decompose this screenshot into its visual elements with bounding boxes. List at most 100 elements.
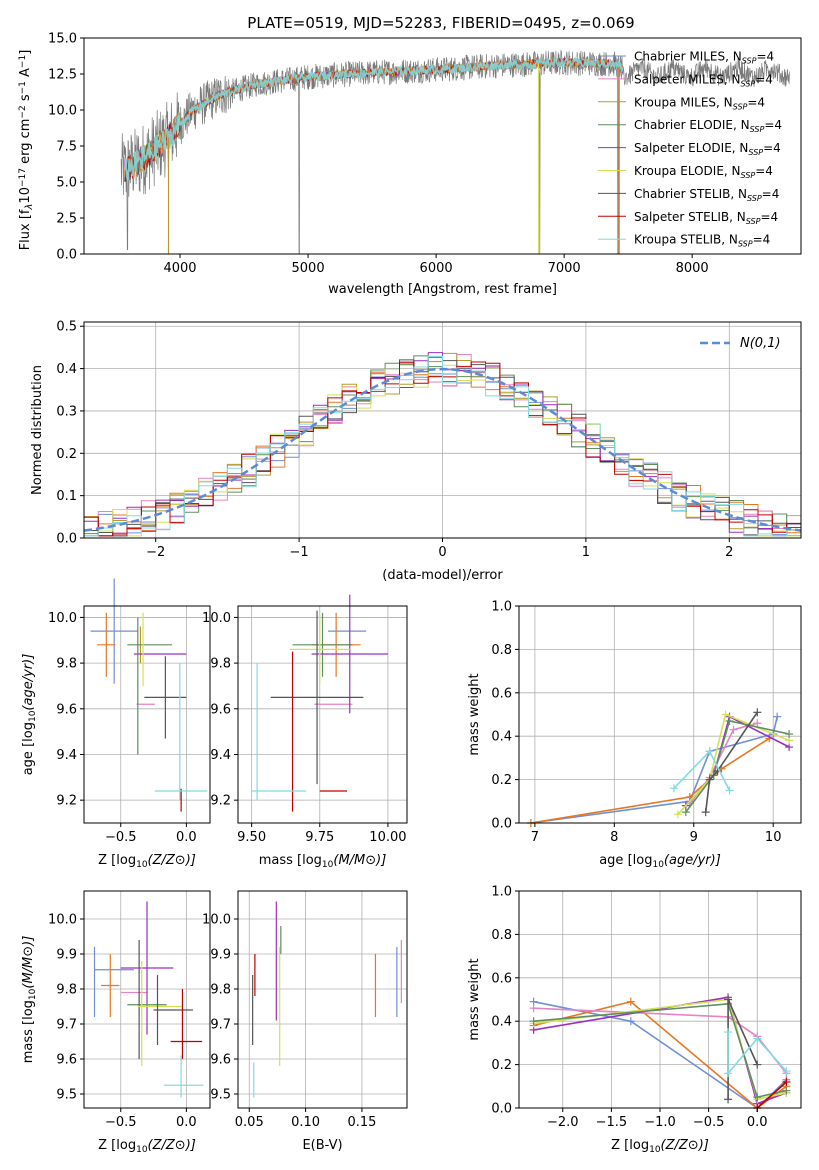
residuals-xlabel: (data-model)/error xyxy=(382,568,503,583)
x-tick-label: −1.0 xyxy=(644,1115,676,1130)
y-tick-label: 1.0 xyxy=(491,885,512,900)
y-tick-label: 15.0 xyxy=(48,32,77,47)
y-tick-label: 7.5 xyxy=(56,140,77,155)
mass-vs-Z-plot: −0.5 0.0 9.5 9.6 9.7 9.8 9.9 10.0 Z [log10(Z/Z⊙)… xyxy=(21,890,211,1155)
y-tick-label: 9.7 xyxy=(56,1018,77,1033)
x-tick-label: −2.0 xyxy=(547,1115,579,1130)
y-tick-label: 0.2 xyxy=(491,773,512,788)
y-tick-label: 9.4 xyxy=(210,748,231,763)
mass-vs-EBV-plot: 0.05 0.10 0.15 9.5 9.6 9.7 9.8 9.9 10.0 E(B-V) xyxy=(202,890,408,1153)
y-tick-label: 9.6 xyxy=(210,1053,231,1068)
spectrum-xlabel: wavelength [Angstrom, rest frame] xyxy=(328,282,557,297)
xlabel: E(B-V) xyxy=(302,1138,342,1153)
x-tick-label: 6000 xyxy=(420,261,453,276)
figure-title: PLATE=0519, MJD=52283, FIBERID=0495, z=0… xyxy=(247,14,634,32)
series-line xyxy=(530,716,778,824)
y-tick-label: 0.1 xyxy=(56,489,77,504)
x-tick-label: 9.50 xyxy=(237,830,266,845)
x-tick-label: −2 xyxy=(146,545,165,560)
y-tick-label: 0.8 xyxy=(491,643,512,658)
x-tick-label: 2 xyxy=(725,545,733,560)
series-line xyxy=(704,711,758,813)
y-tick-label: 0.0 xyxy=(56,248,77,263)
plots-group: 4000 5000 6000 7000 80000.02.55.07.510.012.5… xyxy=(18,32,802,1155)
legend-entry: N(0,1) xyxy=(740,336,781,351)
y-tick-label: 0.2 xyxy=(56,447,77,462)
x-tick-label: 4000 xyxy=(163,261,196,276)
x-tick-label: 9.75 xyxy=(305,830,334,845)
y-tick-label: 0.4 xyxy=(491,1015,512,1030)
y-tick-label: 10.0 xyxy=(48,104,77,119)
x-tick-label: −1.5 xyxy=(596,1115,628,1130)
series-line xyxy=(756,1081,787,1109)
x-tick-label: 10 xyxy=(765,830,782,845)
x-tick-label: 0.0 xyxy=(176,830,197,845)
y-tick-label: 9.2 xyxy=(56,794,77,809)
y-tick-label: 9.9 xyxy=(56,948,77,963)
y-tick-label: 10.0 xyxy=(48,611,77,626)
y-tick-label: 9.6 xyxy=(56,702,77,717)
axes-frame xyxy=(518,605,802,824)
x-tick-label: 0 xyxy=(438,545,446,560)
xlabel: Z [log10(Z/Z⊙)] xyxy=(98,853,196,870)
y-tick-label: 9.8 xyxy=(56,983,77,998)
y-tick-label: 9.5 xyxy=(56,1088,77,1103)
series-line xyxy=(530,737,770,824)
legend-entry: Kroupa STELIB, NSSP=4 xyxy=(634,233,770,249)
y-tick-label: 9.5 xyxy=(210,1088,231,1103)
x-tick-label: 1 xyxy=(582,545,590,560)
axes-frame xyxy=(237,890,408,1109)
x-tick-label: −0.5 xyxy=(693,1115,725,1130)
y-tick-label: 9.7 xyxy=(210,1018,231,1033)
x-tick-label: 5000 xyxy=(292,261,325,276)
y-tick-label: 0.0 xyxy=(491,817,512,832)
y-tick-label: 9.6 xyxy=(210,702,231,717)
xlabel: age [log10(age/yr)] xyxy=(599,853,721,870)
axes-frame xyxy=(83,605,211,824)
x-tick-label: 9 xyxy=(690,830,698,845)
age-vs-mass-plot: 9.50 9.75 10.00 9.2 9.4 9.6 9.8 10.0 mass [log10… xyxy=(202,594,408,870)
x-tick-label: 0.10 xyxy=(291,1115,320,1130)
ylabel: mass weight xyxy=(467,673,482,755)
series-line xyxy=(533,1002,787,1099)
legend-entry: Salpeter ELODIE, NSSP=4 xyxy=(634,141,781,157)
y-tick-label: 12.5 xyxy=(48,68,77,83)
x-tick-label: 8000 xyxy=(676,261,709,276)
y-tick-label: 0.5 xyxy=(56,320,77,335)
y-tick-label: 9.2 xyxy=(210,794,231,809)
weight-vs-age-plot: 7 8 9 10 0.0 0.2 0.4 0.6 0.8 1.0 age [log10(age/yr… xyxy=(467,600,802,870)
axes-frame xyxy=(83,890,211,1109)
y-tick-label: 0.4 xyxy=(56,362,77,377)
series-line xyxy=(685,720,790,813)
legend-entry: Chabrier MILES, NSSP=4 xyxy=(634,50,774,66)
x-tick-label: 0.15 xyxy=(347,1115,376,1130)
residuals-ylabel: Normed distribution xyxy=(30,365,45,495)
legend-entry: Salpeter MILES, NSSP=4 xyxy=(634,72,773,88)
x-tick-label: 7000 xyxy=(548,261,581,276)
x-tick-label: −0.5 xyxy=(105,1115,137,1130)
y-tick-label: 0.4 xyxy=(491,730,512,745)
weight-vs-Z-plot: −2.0 −1.5 −1.0 −0.5 0.0 0.0 0.2 0.4 0.6 0.8 1.0 Z [… xyxy=(467,885,802,1155)
y-tick-label: 0.3 xyxy=(56,404,77,419)
normal-reference-curve xyxy=(83,367,802,532)
spectrum-plot: 4000 5000 6000 7000 8000 0.0 2.5 5.0 7.5 10.0 12.5… xyxy=(18,32,802,297)
y-tick-label: 2.5 xyxy=(56,212,77,227)
residuals-plot: −2 −1 0 1 2 0.0 0.1 0.2 0.3 0.4 0.5 (data-model)/er… xyxy=(30,320,802,583)
y-tick-label: 9.8 xyxy=(210,983,231,998)
histogram-series xyxy=(84,354,801,537)
x-tick-label: 8 xyxy=(610,830,618,845)
ylabel: mass [log10(M/M⊙)] xyxy=(21,936,38,1064)
xlabel: mass [log10(M/M⊙)] xyxy=(259,853,387,870)
x-tick-label: −0.5 xyxy=(105,830,137,845)
y-tick-label: 10.0 xyxy=(48,913,77,928)
y-tick-label: 1.0 xyxy=(491,600,512,615)
model-spectrum-line xyxy=(125,55,624,180)
legend-entry: Chabrier ELODIE, NSSP=4 xyxy=(634,118,782,134)
y-tick-label: 0.2 xyxy=(491,1058,512,1073)
legend-entry: Kroupa ELODIE, NSSP=4 xyxy=(634,164,773,180)
x-tick-label: −1 xyxy=(290,545,309,560)
ylabel: age [log10(age/yr)] xyxy=(21,654,38,776)
y-tick-label: 9.8 xyxy=(210,657,231,672)
y-tick-label: 0.8 xyxy=(491,928,512,943)
